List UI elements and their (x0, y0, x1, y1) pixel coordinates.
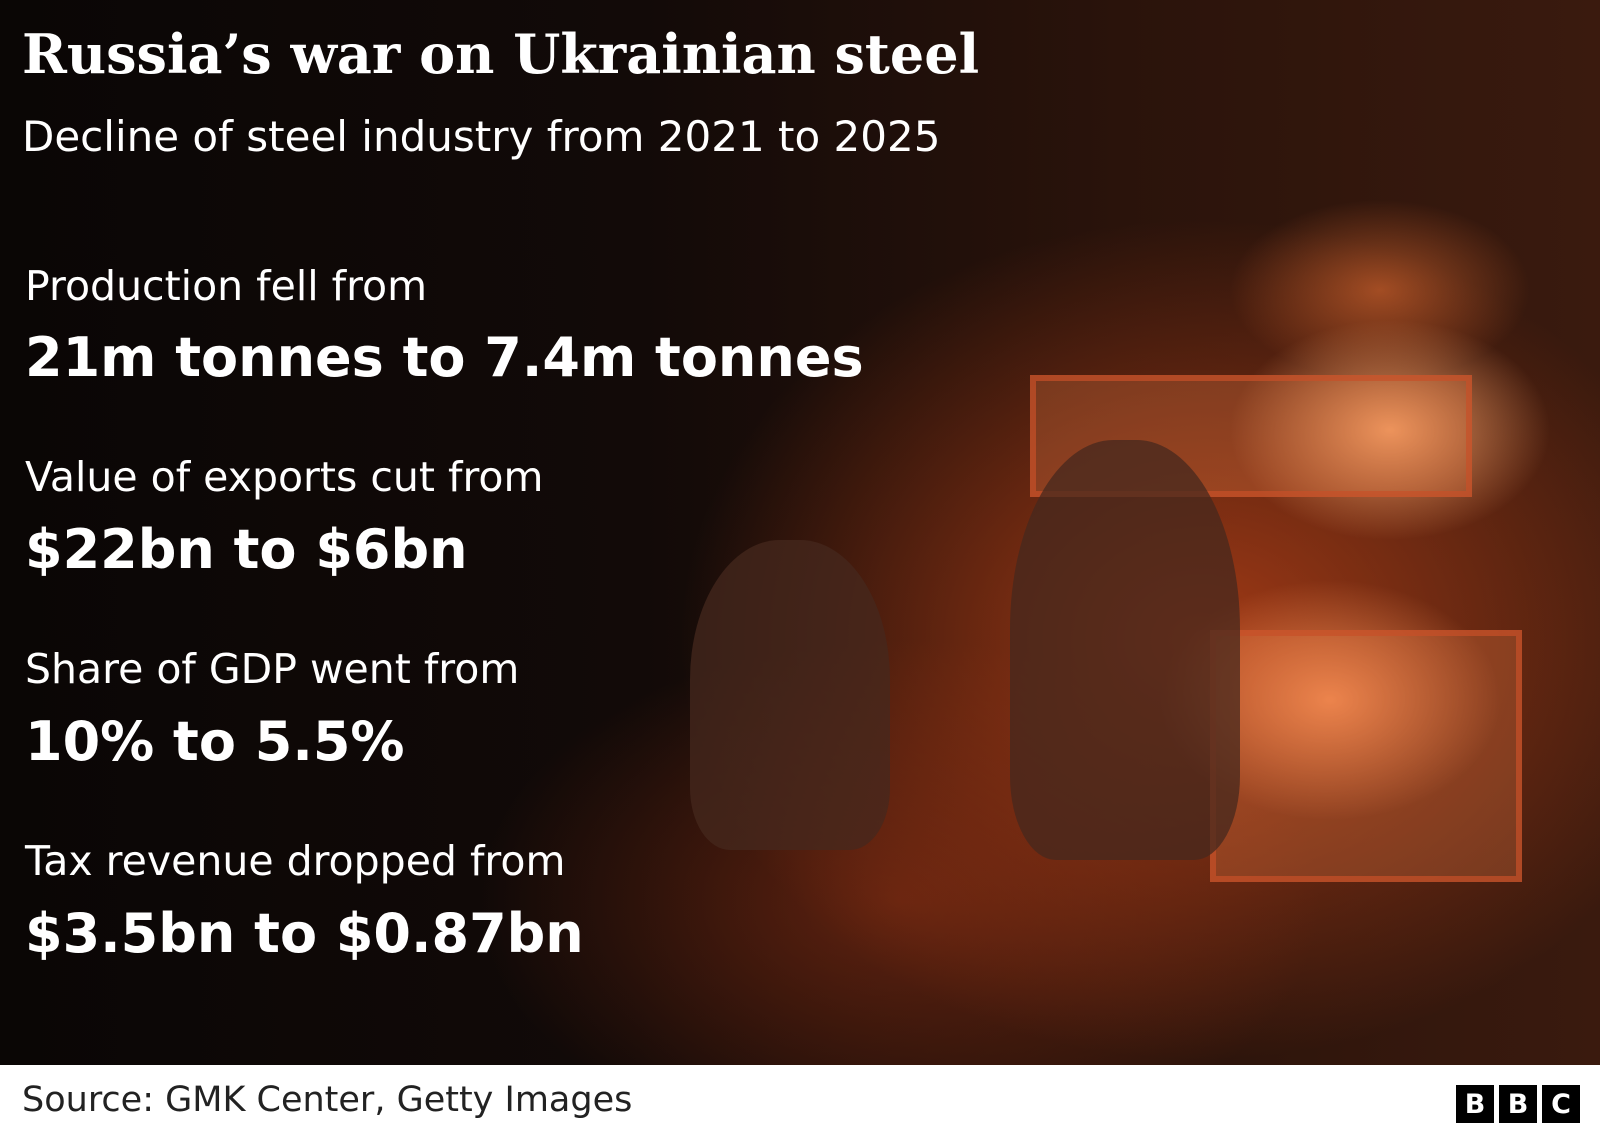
stat-label: Production fell from (25, 262, 428, 310)
stat-value: 21m tonnes to 7.4m tonnes (25, 326, 864, 389)
logo-letter: B (1499, 1085, 1537, 1123)
stat-value: $3.5bn to $0.87bn (25, 902, 584, 965)
worker-silhouette (1010, 440, 1240, 860)
source: Source: GMK Center, Getty Images (22, 1080, 633, 1120)
stat-label: Tax revenue dropped from (25, 837, 566, 885)
logo-letter: B (1456, 1085, 1494, 1123)
subtitle: Decline of steel industry from 2021 to 2… (22, 112, 941, 161)
furnace-opening (1210, 630, 1522, 882)
stat-label: Share of GDP went from (25, 645, 520, 693)
stat-label: Value of exports cut from (25, 453, 544, 501)
worker-silhouette (690, 540, 890, 850)
footer: Source: GMK Center, Getty Images B B C (0, 1065, 1600, 1140)
title: Russia’s war on Ukrainian steel (22, 22, 980, 86)
stat-value: 10% to 5.5% (25, 710, 405, 773)
stat-value: $22bn to $6bn (25, 518, 468, 581)
background-photo (0, 0, 1600, 1065)
logo-letter: C (1542, 1085, 1580, 1123)
bbc-logo: B B C (1456, 1085, 1580, 1123)
